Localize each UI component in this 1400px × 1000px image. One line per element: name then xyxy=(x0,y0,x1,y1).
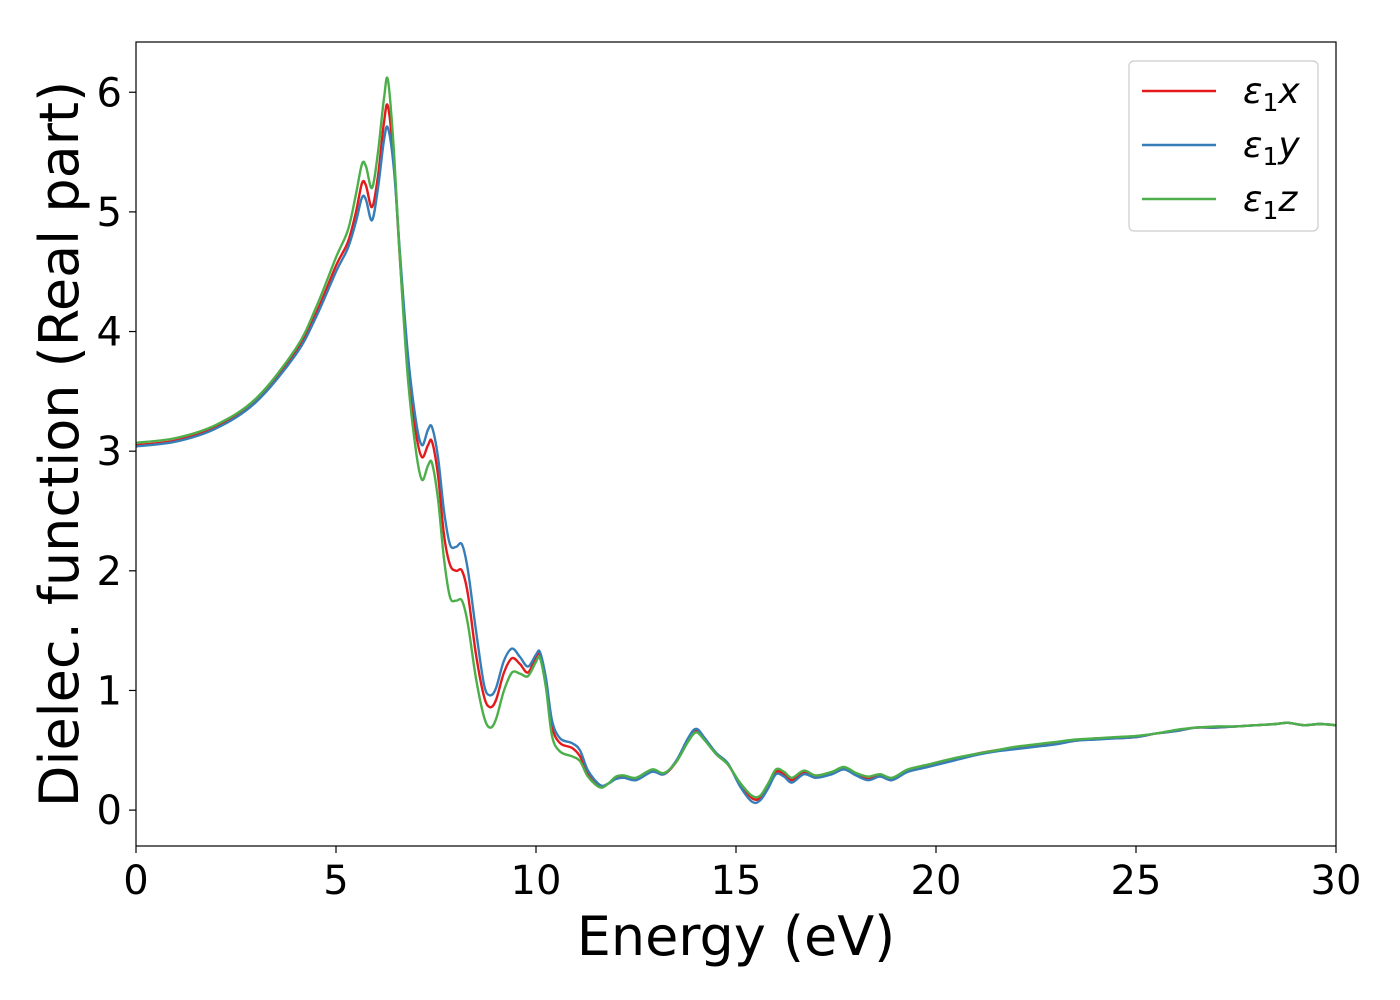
y-tick-label: 2 xyxy=(97,549,122,595)
y-tick-label: 5 xyxy=(97,190,122,236)
y-axis: 0 1 2 3 4 5 6 xyxy=(97,70,136,834)
legend-label: ε1y xyxy=(1243,125,1300,171)
x-tick-label: 5 xyxy=(323,858,348,904)
legend-label: ε1z xyxy=(1243,179,1298,225)
x-tick-label: 30 xyxy=(1311,858,1362,904)
y-tick-label: 1 xyxy=(97,668,122,714)
legend-box xyxy=(1128,60,1319,232)
x-axis: 0 5 10 15 20 25 30 xyxy=(123,846,1361,904)
y-tick-label: 0 xyxy=(97,788,122,834)
x-tick-label: 20 xyxy=(911,858,962,904)
y-tick-label: 6 xyxy=(97,70,122,116)
x-tick-label: 10 xyxy=(511,858,562,904)
series-lines xyxy=(135,76,1337,805)
x-tick-label: 15 xyxy=(711,858,762,904)
y-axis-label: Dielec. function (Real part) xyxy=(28,81,91,807)
x-axis-label: Energy (eV) xyxy=(577,905,896,968)
x-tick-label: 0 xyxy=(123,858,148,904)
x-tick-label: 25 xyxy=(1111,858,1162,904)
legend: ε1x ε1y ε1z xyxy=(1128,60,1319,232)
y-tick-label: 4 xyxy=(97,310,122,356)
legend-label: ε1x xyxy=(1243,71,1300,117)
series-line-z xyxy=(135,76,1337,799)
y-tick-label: 3 xyxy=(97,429,122,475)
